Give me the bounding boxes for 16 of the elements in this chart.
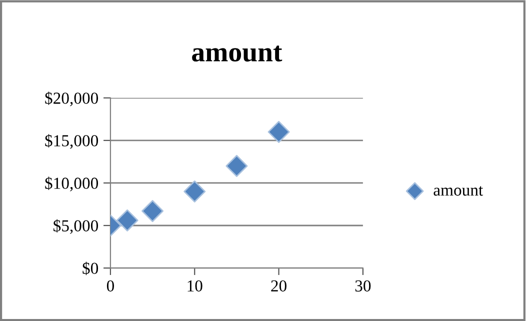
point <box>142 200 164 222</box>
point <box>226 154 248 177</box>
y-tick-label: $5,000 <box>54 219 98 234</box>
point <box>184 180 206 202</box>
x-tick-label: 10 <box>188 280 202 292</box>
y-tick-label: $20,000 <box>45 92 98 106</box>
chart-title: amount <box>192 46 282 62</box>
x-tick-label: 30 <box>355 280 371 292</box>
point <box>116 209 138 232</box>
y-tick-label: $10,000 <box>45 176 98 192</box>
x-tick-label: 0 <box>106 280 114 292</box>
x-tick-label: 20 <box>271 280 286 292</box>
point <box>268 120 290 143</box>
y-tick-label: $0 <box>82 262 98 276</box>
legend-label: amount <box>434 186 484 196</box>
y-tick-label: $15,000 <box>45 134 98 149</box>
